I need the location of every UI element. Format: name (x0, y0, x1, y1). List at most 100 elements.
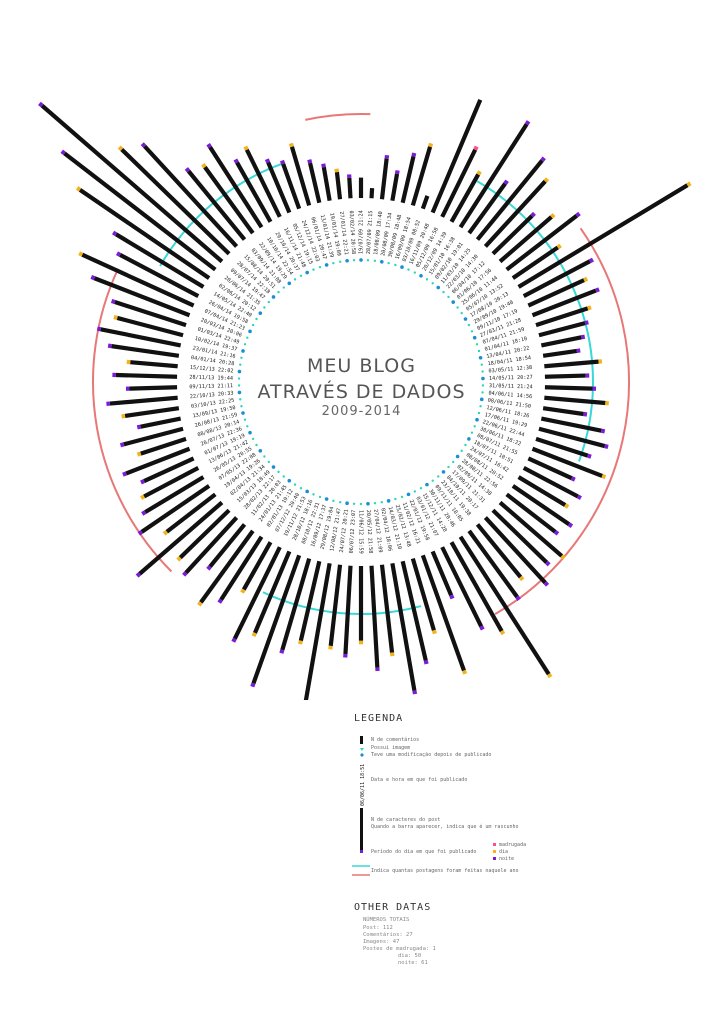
period-cap (38, 101, 44, 108)
image-dot (386, 499, 391, 503)
post-bar (531, 288, 597, 318)
chart-title-line2: ATRAVÉS DE DADOS (257, 381, 466, 403)
post-date-label: 06/07/12 23:07 (349, 510, 357, 554)
comment-marker (380, 501, 384, 504)
period-cap (449, 594, 455, 600)
comment-marker (255, 317, 258, 321)
post-bar (232, 546, 282, 640)
image-dot (406, 492, 411, 497)
image-dot (478, 355, 483, 360)
comment-marker (359, 502, 363, 506)
comment-marker (437, 475, 440, 478)
period-cap (307, 159, 313, 164)
post-bar (165, 492, 217, 534)
post-bar (540, 416, 602, 433)
post-date-label: 14/05/11 20:27 (489, 375, 533, 382)
legend-madrugada-swatch (493, 843, 496, 846)
image-dot (258, 311, 263, 315)
period-cap (250, 682, 256, 688)
comment-marker (255, 443, 258, 447)
period-cap (135, 572, 142, 578)
image-dot (451, 300, 456, 304)
period-cap (588, 257, 594, 264)
comment-marker (366, 258, 370, 262)
post-bar (491, 508, 549, 564)
legend-item-year-arc: Indica quantas postagens foram feitas na… (371, 868, 519, 874)
post-bar (334, 171, 343, 200)
post-bar (505, 492, 557, 534)
legend-period-madrugada: madrugada (499, 842, 527, 848)
post-bar (244, 148, 282, 218)
other-datas-title: OTHER DATAS (354, 902, 432, 913)
post-bar (321, 166, 332, 202)
legend-period-swatch (360, 850, 363, 853)
comment-marker (477, 349, 481, 353)
image-dot (237, 369, 242, 374)
period-cap (423, 660, 429, 665)
image-dot (324, 263, 329, 267)
post-bar (467, 182, 507, 235)
post-bar (281, 163, 302, 210)
post-bar (535, 306, 589, 328)
post-date-label: 09/11/13 21:11 (189, 383, 233, 390)
comment-marker (373, 259, 377, 262)
comment-marker (407, 268, 410, 271)
comment-marker (277, 470, 280, 474)
period-cap (580, 334, 586, 340)
comment-marker (243, 418, 247, 421)
other-line-2: Post: 112 (363, 925, 393, 931)
comment-marker (267, 460, 270, 464)
comment-marker (239, 363, 242, 366)
comment-marker (481, 391, 484, 394)
period-cap (137, 530, 143, 536)
legend-item-comments: N de comentários (371, 737, 420, 743)
post-bar (491, 214, 534, 256)
comment-marker (267, 300, 270, 304)
post-bar (303, 562, 332, 700)
post-bar (241, 541, 273, 591)
other-line-5: Postes de madrugada: 1 (363, 946, 436, 952)
post-bar (289, 146, 312, 207)
image-dot (463, 317, 468, 321)
other-line-7: noite: 61 (398, 960, 428, 966)
other-line-1: NÚMEROS TOTAIS (363, 917, 410, 923)
legend-comment-icon (360, 748, 364, 751)
post-bar (400, 155, 416, 204)
period-cap (431, 629, 437, 635)
image-dot (241, 349, 245, 353)
post-bar (538, 426, 606, 449)
comment-marker (464, 443, 467, 447)
image-dot (345, 501, 349, 506)
comment-marker (312, 493, 315, 496)
post-bar (511, 484, 571, 526)
comment-marker (299, 487, 303, 490)
image-dot (287, 478, 292, 483)
post-bar (544, 373, 586, 379)
post-bar (298, 560, 322, 642)
post-bar (544, 385, 593, 391)
post-bar (114, 300, 187, 328)
post-bar (410, 146, 433, 207)
post-bar (379, 564, 395, 653)
comment-marker (251, 437, 255, 441)
comment-marker (473, 425, 476, 428)
comment-marker (481, 384, 485, 387)
post-date-label: 15/12/13 22:02 (190, 365, 234, 375)
image-dot (425, 482, 429, 487)
post-bar (517, 475, 567, 507)
post-bar (186, 169, 247, 241)
period-cap (90, 275, 96, 281)
post-bar (235, 161, 273, 223)
period-cap (206, 565, 212, 571)
comment-marker (293, 483, 297, 486)
period-cap (394, 170, 400, 175)
post-date-label: 22/10/13 20:33 (190, 390, 234, 400)
post-bar (114, 232, 205, 289)
comment-marker (425, 278, 429, 281)
year-arc (494, 227, 630, 615)
image-dot (248, 430, 252, 435)
legend-period-dia: dia (499, 849, 509, 855)
comment-marker (332, 499, 335, 503)
post-bar (266, 161, 292, 214)
